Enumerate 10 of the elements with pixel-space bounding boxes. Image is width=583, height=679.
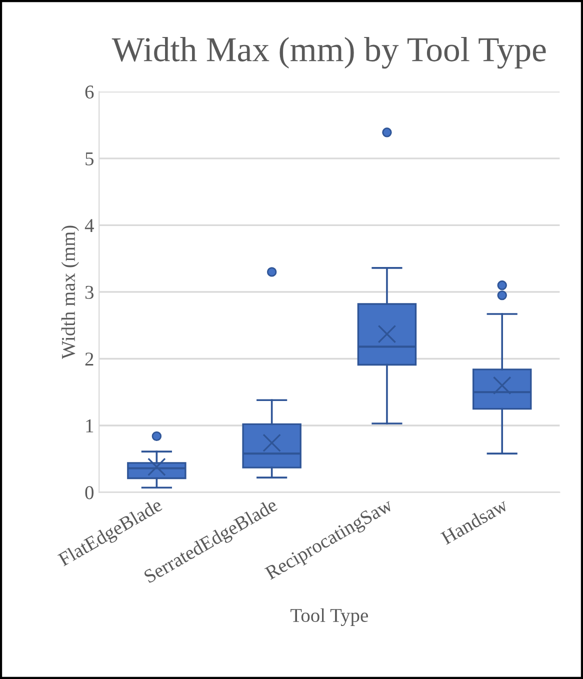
y-tick-label: 0 (85, 486, 94, 500)
y-tick-label: 1 (86, 419, 94, 432)
y-axis-title: Width max (mm) (61, 226, 79, 360)
y-tick-label: 6 (85, 86, 94, 99)
y-tick-label: 2 (85, 352, 94, 366)
chart-title: Width Max (mm) by Tool Type (112, 37, 546, 69)
x-axis-title: Tool Type (290, 608, 368, 626)
y-tick-label: 3 (85, 286, 94, 299)
y-tick-label: 5 (86, 152, 94, 166)
y-tick-label: 4 (84, 219, 94, 232)
